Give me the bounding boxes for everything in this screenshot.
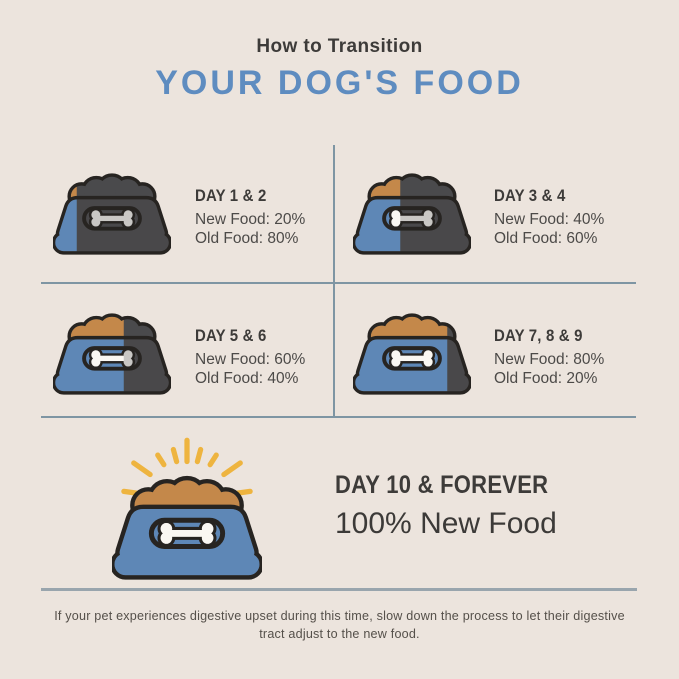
step-label: DAY 1 & 2 bbox=[195, 186, 267, 205]
page-title: YOUR DOG'S FOOD bbox=[155, 64, 524, 102]
dog-bowl-icon bbox=[53, 167, 171, 263]
new-food-line: New Food: 40% bbox=[494, 211, 605, 228]
step-info: DAY 1 & 2 New Food: 20% Old Food: 80% bbox=[195, 186, 345, 248]
step-info: DAY 7, 8 & 9 New Food: 80% Old Food: 20% bbox=[494, 326, 644, 388]
new-food-line: New Food: 20% bbox=[195, 211, 306, 228]
final-label: DAY 10 & FOREVER bbox=[335, 471, 549, 499]
divider-row1 bbox=[41, 282, 636, 284]
bone-icon bbox=[388, 207, 436, 229]
footer-text: If your pet experiences digestive upset … bbox=[54, 609, 625, 642]
bone-plate bbox=[382, 346, 442, 371]
bone-icon bbox=[88, 347, 136, 369]
bowl-body bbox=[353, 195, 471, 255]
bowl-body bbox=[353, 335, 471, 395]
final-line: 100% New Food bbox=[335, 507, 557, 540]
bowl-body bbox=[53, 335, 171, 395]
header-subtitle: How to Transition bbox=[256, 36, 423, 57]
old-food-line: Old Food: 80% bbox=[195, 229, 299, 247]
dog-bowl-icon bbox=[353, 307, 471, 403]
dog-bowl-icon bbox=[353, 167, 471, 263]
bowl-body bbox=[53, 195, 171, 255]
header: How to Transition YOUR DOG'S FOOD bbox=[0, 36, 679, 103]
bone-plate bbox=[148, 517, 226, 549]
footer-note: If your pet experiences digestive upset … bbox=[0, 607, 679, 644]
divider-footer bbox=[41, 588, 637, 591]
dog-bowl-icon bbox=[53, 307, 171, 403]
step-info: DAY 5 & 6 New Food: 60% Old Food: 40% bbox=[195, 326, 345, 388]
divider-vertical bbox=[333, 145, 335, 417]
bone-icon bbox=[88, 207, 136, 229]
step-info: DAY 3 & 4 New Food: 40% Old Food: 60% bbox=[494, 186, 644, 248]
new-food-line: New Food: 80% bbox=[494, 351, 605, 368]
bowl-body bbox=[112, 504, 262, 580]
divider-row2 bbox=[41, 416, 636, 418]
step-label: DAY 5 & 6 bbox=[195, 326, 267, 345]
bone-plate bbox=[82, 206, 142, 231]
step-label: DAY 3 & 4 bbox=[494, 186, 566, 205]
step-label: DAY 7, 8 & 9 bbox=[494, 326, 583, 345]
old-food-line: Old Food: 60% bbox=[494, 229, 598, 247]
bone-icon bbox=[388, 347, 436, 369]
bone-plate bbox=[382, 206, 442, 231]
old-food-line: Old Food: 20% bbox=[494, 369, 598, 387]
final-info: DAY 10 & FOREVER 100% New Food bbox=[335, 471, 635, 541]
dog-bowl-icon bbox=[112, 430, 262, 588]
bone-icon bbox=[157, 519, 217, 547]
old-food-line: Old Food: 40% bbox=[195, 369, 299, 387]
bone-plate bbox=[82, 346, 142, 371]
new-food-line: New Food: 60% bbox=[195, 351, 306, 368]
